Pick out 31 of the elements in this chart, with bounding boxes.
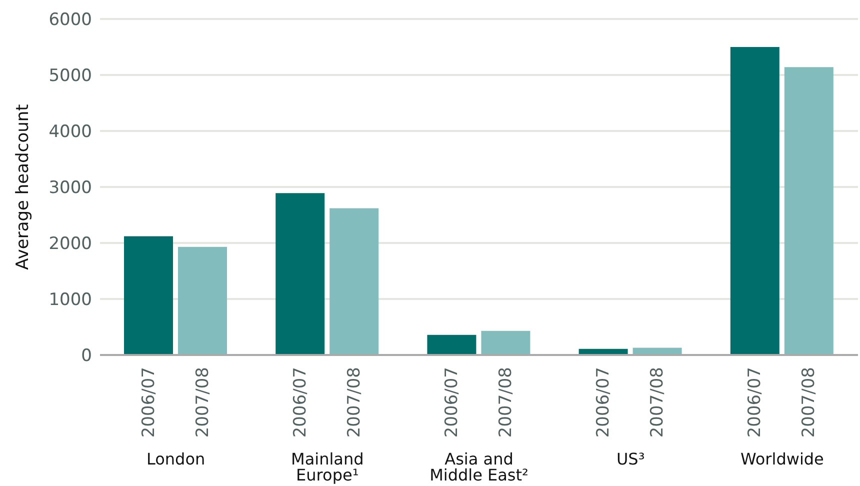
text: 2007/08 [496, 367, 516, 438]
bar [330, 208, 379, 355]
text: 2006/07 [745, 367, 766, 438]
bar [730, 47, 780, 355]
y-axis-title: Average headcount [13, 104, 34, 270]
text: 2007/08 [192, 367, 213, 438]
bar [427, 334, 476, 355]
text: 2006/07 [442, 367, 462, 438]
x-tick-label: Asia and Middle East² [430, 449, 528, 484]
text: 2006/07 [594, 367, 614, 438]
y-tick-label: 6000 [48, 10, 92, 30]
text: 2006/07 [290, 367, 310, 438]
y-tick-label: 4000 [48, 122, 92, 142]
x-tick-label: London [146, 449, 206, 468]
bar [784, 67, 834, 355]
y-tick-label: 2000 [48, 234, 92, 254]
bar [124, 236, 173, 355]
bar [481, 330, 530, 355]
text: 2007/08 [648, 367, 668, 438]
y-tick-label: 5000 [48, 66, 92, 86]
x-tick-label: Worldwide [740, 449, 824, 468]
y-tick-label: 1000 [48, 290, 92, 310]
text: 2007/08 [344, 367, 364, 438]
bar [178, 246, 227, 355]
y-tick-label: 3000 [48, 178, 92, 198]
x-tick-label: US³ [616, 449, 645, 468]
y-tick-label: 0 [81, 346, 92, 366]
bar [276, 193, 325, 355]
x-tick-label: Mainland Europe¹ [291, 449, 364, 484]
text: 2007/08 [799, 367, 820, 438]
text: 2006/07 [138, 367, 159, 438]
